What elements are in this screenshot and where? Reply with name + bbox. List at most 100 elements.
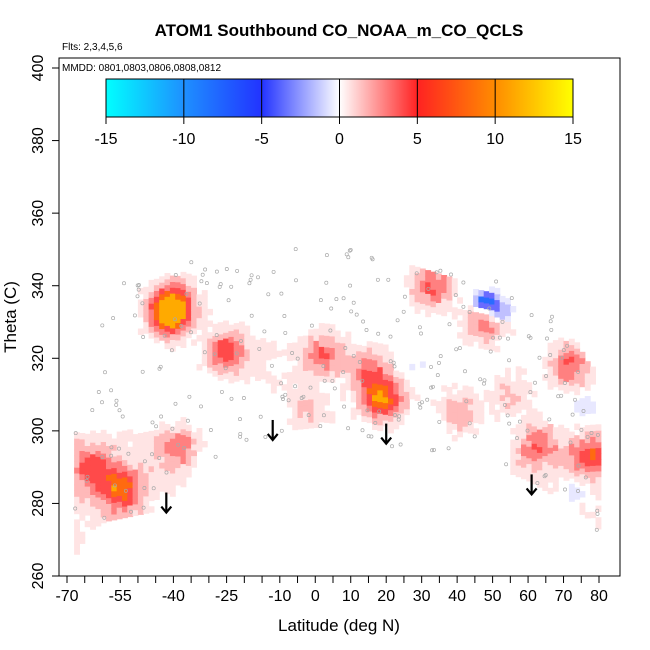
heatmap-cell — [334, 353, 341, 361]
heatmap-cell — [313, 381, 320, 388]
heatmap-cell — [398, 383, 405, 391]
heatmap-cell — [169, 327, 176, 335]
heatmap-cell — [568, 379, 575, 386]
sample-point — [100, 323, 105, 328]
sample-point — [204, 281, 209, 286]
heatmap-cell — [84, 439, 91, 446]
heatmap-cell — [579, 363, 586, 370]
heatmap-cell — [137, 467, 144, 475]
heatmap-cell — [100, 470, 107, 477]
sample-point — [563, 487, 567, 492]
heatmap-cell — [526, 405, 533, 412]
heatmap-cell — [191, 281, 197, 288]
heatmap-cell — [414, 295, 421, 303]
heatmap-cell — [403, 275, 410, 282]
sample-point — [238, 434, 243, 439]
heatmap-cell — [292, 388, 299, 396]
heatmap-cell — [286, 401, 293, 408]
heatmap-cell — [388, 380, 394, 387]
heatmap-cell — [106, 468, 112, 475]
heatmap-cell — [489, 408, 495, 415]
sample-point — [573, 397, 577, 402]
heatmap-cell — [95, 444, 102, 451]
heatmap-cell — [361, 357, 368, 364]
sample-point — [453, 293, 458, 298]
heatmap-cell — [244, 348, 251, 356]
heatmap-cell — [595, 441, 602, 449]
heatmap-cell — [531, 449, 538, 456]
heatmap-cell — [137, 328, 144, 335]
heatmap-cell — [233, 357, 240, 365]
heatmap-cell — [148, 285, 155, 293]
heatmap-cell — [148, 506, 155, 513]
heatmap-cell — [286, 383, 293, 391]
heatmap-cell — [451, 411, 458, 419]
heatmap-cell — [425, 293, 432, 300]
heatmap-cell — [313, 346, 320, 353]
heatmap-cell — [74, 449, 80, 457]
heatmap-cell — [74, 525, 80, 532]
heatmap-cell — [153, 296, 160, 303]
heatmap-cell — [345, 354, 352, 362]
heatmap-cell — [201, 319, 208, 326]
heatmap-cell — [223, 372, 229, 380]
heatmap-cell — [185, 442, 192, 449]
heatmap-cell — [409, 282, 416, 289]
heatmap-cell — [515, 465, 522, 472]
heatmap-cell — [270, 346, 277, 353]
heatmap-cell — [74, 536, 80, 544]
heatmap-cell — [111, 461, 118, 469]
heatmap-cell — [292, 406, 299, 413]
heatmap-cell — [356, 373, 362, 381]
heatmap-cell — [175, 287, 182, 294]
heatmap-cell — [584, 471, 591, 478]
heatmap-cell — [521, 461, 527, 468]
heatmap-cell — [249, 353, 256, 360]
heatmap-cell — [159, 462, 166, 469]
heatmap-cell — [239, 327, 245, 334]
heatmap-cell — [233, 363, 240, 371]
heatmap-cell — [483, 302, 490, 310]
heatmap-cell — [398, 418, 405, 426]
heatmap-cell — [579, 433, 586, 440]
heatmap-cell — [361, 386, 368, 393]
heatmap-cell — [302, 382, 309, 389]
heatmap-cell — [84, 445, 91, 452]
sample-point — [401, 309, 406, 314]
heatmap-cell — [441, 298, 448, 305]
heatmap-cell — [435, 308, 442, 315]
heatmap-cell — [483, 389, 490, 397]
sample-point — [238, 417, 242, 422]
heatmap-cell — [563, 457, 570, 464]
heatmap-cell — [143, 449, 150, 456]
heatmap-cell — [79, 462, 86, 469]
heatmap-cell — [547, 458, 554, 466]
heatmap-cell — [318, 410, 325, 417]
sample-point — [100, 400, 104, 405]
sample-point — [112, 483, 117, 488]
heatmap-cell — [329, 324, 336, 331]
heatmap-cell — [536, 475, 543, 482]
heatmap-cell — [584, 442, 591, 449]
heatmap-cell — [505, 408, 511, 415]
sample-point — [438, 268, 443, 273]
sample-point — [435, 373, 440, 378]
heatmap-cell — [388, 386, 394, 393]
heatmap-cell — [100, 476, 107, 483]
heatmap-cell — [526, 446, 533, 453]
sample-point — [184, 291, 189, 296]
heatmap-cell — [169, 281, 176, 288]
heatmap-cell — [382, 420, 389, 427]
heatmap-cell — [489, 309, 495, 317]
heatmap-cell — [244, 354, 251, 362]
heatmap-cell — [84, 462, 91, 470]
heatmap-cell — [180, 335, 187, 343]
heatmap-cell — [531, 466, 538, 473]
heatmap-cell — [79, 508, 86, 515]
sample-point — [257, 346, 262, 351]
sample-point — [559, 393, 564, 398]
heatmap-cell — [388, 369, 394, 376]
heatmap-cell — [191, 298, 197, 306]
heatmap-cell — [175, 461, 182, 469]
heatmap-cell — [137, 444, 144, 451]
